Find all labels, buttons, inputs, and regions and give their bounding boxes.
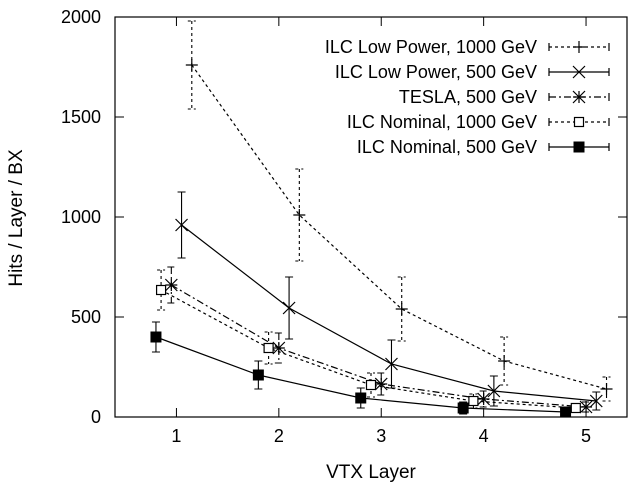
y-tick-label: 1500 [61,107,101,127]
legend-item: TESLA, 500 GeV [399,87,610,107]
x-tick-label: 3 [376,426,386,446]
legend-label: TESLA, 500 GeV [399,87,537,107]
legend-item: ILC Nominal, 500 GeV [357,137,610,157]
series [185,20,613,402]
series [175,191,603,411]
point-marker [573,116,585,128]
series [150,321,572,418]
point-marker [155,284,167,296]
point-marker [572,90,586,104]
y-tick-label: 0 [91,407,101,427]
x-tick-label: 5 [581,426,591,446]
point-marker [579,400,593,414]
legend-cap [548,68,610,76]
y-axis-label: Hits / Layer / BX [6,149,27,287]
point-marker [150,331,162,343]
series [164,266,593,414]
x-axis: 1 2 3 4 5 [171,17,591,446]
point-marker [272,341,286,355]
legend-label: ILC Low Power, 500 GeV [335,62,537,82]
legend-item: ILC Nominal, 1000 GeV [347,112,610,132]
series-line [160,289,576,409]
x-tick-label: 2 [274,426,284,446]
point-marker [185,59,198,71]
x-tick-label: 4 [479,426,489,446]
legend-cap [548,93,610,101]
point-marker [477,392,491,406]
legend-item: ILC Low Power, 1000 GeV [325,37,610,57]
point-marker [570,402,581,414]
point-marker [573,141,585,153]
legend-label: ILC Nominal, 1000 GeV [347,112,537,132]
x-axis-label: VTX Layer [326,462,416,483]
legend-cap [548,143,610,151]
point-marker [263,342,274,354]
y-tick-label: 2000 [61,7,101,27]
x-tick-label: 1 [171,426,181,446]
point-marker [487,384,501,398]
legend-label: ILC Low Power, 1000 GeV [325,37,537,57]
y-axis: 0 500 1000 1500 2000 [61,7,627,427]
point-marker [252,369,264,381]
series [155,269,581,414]
point-marker [374,377,388,391]
point-marker [282,301,296,315]
legend-item: ILC Low Power, 500 GeV [335,62,610,82]
legend-label: ILC Nominal, 500 GeV [357,137,537,157]
point-marker [175,218,188,232]
series-line [181,224,597,402]
point-marker [589,394,603,408]
point-marker [560,406,572,418]
point-marker [468,395,479,407]
point-marker [293,209,306,221]
legend: ILC Low Power, 1000 GeV ILC Low Power, 50… [325,37,610,157]
legend-cap [548,43,610,51]
series-line [170,284,587,408]
error-bar [264,331,273,365]
point-marker [572,65,586,79]
legend-cap [548,118,610,126]
point-marker [365,379,377,391]
point-marker [385,357,398,371]
y-tick-label: 1000 [61,207,101,227]
point-marker [600,383,613,395]
point-marker [457,402,469,414]
point-marker [355,392,367,404]
series-group [150,20,613,418]
point-marker [498,355,511,367]
point-marker [573,41,585,53]
error-bar [295,168,304,262]
point-marker [164,278,178,292]
point-marker [395,303,408,315]
y-tick-label: 500 [71,307,101,327]
